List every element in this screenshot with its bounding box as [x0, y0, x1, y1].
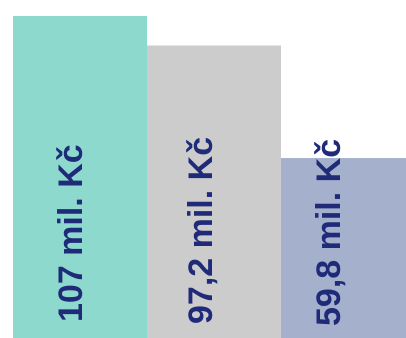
bar-value-label-2: 97,2 mil. Kč: [182, 137, 220, 324]
bar-value-label-1: 107 mil. Kč: [52, 144, 90, 322]
bar-value-label-3: 59,8 mil. Kč: [310, 139, 348, 326]
bar-3: [281, 158, 406, 338]
bar-1: [13, 16, 147, 338]
bar-2: [147, 45, 281, 338]
